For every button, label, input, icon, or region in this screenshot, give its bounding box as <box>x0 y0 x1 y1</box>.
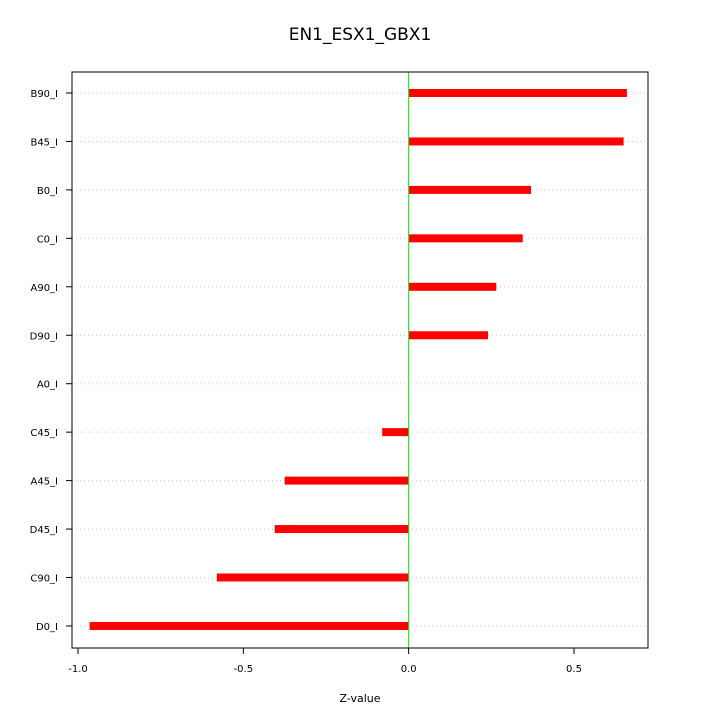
y-tick-label: C45_I <box>30 428 58 439</box>
y-tick-label: B45_I <box>30 137 58 148</box>
x-axis-label: Z-value <box>339 692 380 705</box>
y-tick-label: A0_I <box>37 380 58 391</box>
bar <box>408 137 624 146</box>
y-tick-label: D45_I <box>30 525 58 536</box>
x-tick-label: -0.5 <box>234 664 254 675</box>
y-tick-label: B0_I <box>37 186 58 197</box>
y-tick-label: A90_I <box>30 283 58 294</box>
bar <box>408 89 627 97</box>
x-tick-label: 0.5 <box>566 664 582 675</box>
y-tick-label: A45_I <box>30 477 58 488</box>
bar <box>408 234 523 243</box>
bar <box>216 573 409 582</box>
grid-lines <box>72 92 648 627</box>
bar <box>274 525 409 534</box>
bar <box>408 185 532 194</box>
chart-title: EN1_ESX1_GBX1 <box>289 25 432 45</box>
y-tick-label: C0_I <box>37 234 58 245</box>
bar <box>408 282 497 291</box>
bar <box>382 428 409 437</box>
bar <box>408 331 489 340</box>
y-tick-label: D90_I <box>30 331 58 342</box>
y-axis: B90_I B45_I B0_I C0_I A90_I D90_I A0_I C45_I A45… <box>30 89 72 633</box>
x-tick-label: -1.0 <box>68 664 88 675</box>
x-tick-label: 0.0 <box>401 664 417 675</box>
y-tick-label: B90_I <box>30 89 58 100</box>
bars <box>89 89 627 630</box>
y-tick-label: D0_I <box>36 622 58 633</box>
x-axis: -1.0 -0.5 0.0 0.5 <box>68 648 582 675</box>
y-tick-label: C90_I <box>30 574 58 585</box>
bar <box>89 621 409 630</box>
plot-frame <box>71 71 649 649</box>
bar <box>284 476 409 485</box>
